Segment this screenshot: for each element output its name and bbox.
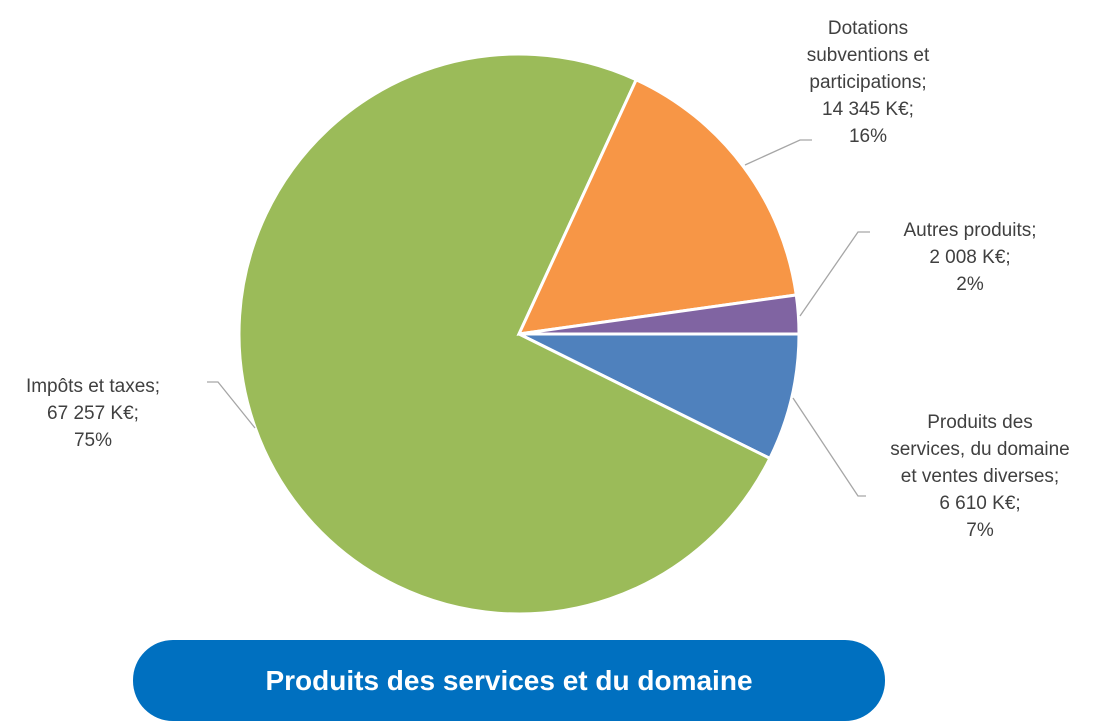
pie-slice xyxy=(516,77,798,336)
value-label: 2 008 K€; xyxy=(929,247,1010,268)
label-line: Autres produits; xyxy=(903,220,1036,241)
value-label: 14 345 K€; xyxy=(822,99,914,120)
percentage-label: 75% xyxy=(74,430,112,451)
label-line: Produits des xyxy=(927,412,1033,433)
label-line: participations; xyxy=(809,72,926,93)
label-line: et ventes diverses; xyxy=(901,466,1059,487)
data-label: Produits des services, du domaine et vente… xyxy=(890,412,1070,541)
chart-title: Produits des services et du domaine xyxy=(265,665,752,696)
pie-slice xyxy=(518,332,801,461)
value-label: 6 610 K€; xyxy=(939,493,1020,514)
category-label: Impôts et taxes; xyxy=(26,376,160,397)
title-banner xyxy=(133,640,885,721)
pie-slice xyxy=(518,293,801,336)
percentage-label: 7% xyxy=(966,520,994,541)
value-label: 67 257 K€; xyxy=(47,403,139,424)
category-label: Autres produits; xyxy=(903,220,1036,241)
percentage-label: 2% xyxy=(956,274,984,295)
label-line: Dotations xyxy=(828,18,908,39)
data-label: Autres produits; 2 008 K€; 2% xyxy=(903,220,1036,295)
leader-line xyxy=(792,397,866,497)
label-line: subventions et xyxy=(807,45,930,66)
data-label: Dotations subventions et participations; 14… xyxy=(807,18,930,147)
label-line: Impôts et taxes; xyxy=(26,376,160,397)
data-label: Impôts et taxes; 67 257 K€; 75% xyxy=(26,376,160,451)
leader-line xyxy=(207,381,256,429)
leader-line xyxy=(799,231,870,317)
category-label: Produits des services, du domaine et vente… xyxy=(890,412,1070,487)
percentage-label: 16% xyxy=(849,126,887,147)
label-line: services, du domaine xyxy=(890,439,1070,460)
leader-line xyxy=(744,139,812,166)
category-label: Dotations subventions et participations; xyxy=(807,18,930,93)
